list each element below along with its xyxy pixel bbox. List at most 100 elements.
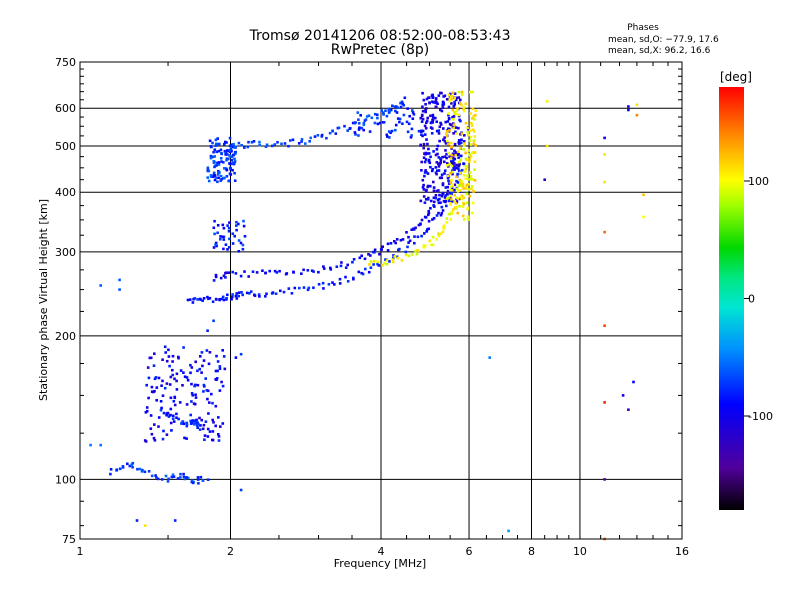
x-mode-point (462, 187, 465, 190)
o-mode-point (441, 155, 444, 159)
o-mode-point (282, 290, 286, 294)
o-mode-point (425, 97, 429, 101)
o-mode-point (298, 286, 301, 290)
o-mode-point (346, 280, 350, 283)
o-mode-point (211, 300, 215, 303)
o-mode-point (228, 166, 232, 170)
o-mode-point (419, 222, 422, 225)
o-mode-point (386, 242, 390, 246)
o-mode-point (451, 156, 455, 159)
x-tick-label: 16 (675, 545, 689, 558)
o-mode-point (216, 137, 219, 140)
o-mode-point (352, 277, 355, 281)
colorbar-tick-label: 100 (748, 175, 769, 188)
o-mode-point (369, 266, 373, 269)
o-mode-point (360, 126, 364, 130)
o-mode-point (453, 168, 456, 171)
o-mode-point (373, 121, 377, 125)
o-mode-point (217, 176, 220, 180)
o-mode-point (162, 411, 166, 415)
o-mode-point (453, 149, 456, 153)
o-mode-point (218, 365, 222, 368)
x-mode-point (459, 147, 462, 150)
o-mode-point (178, 401, 182, 404)
o-mode-point (424, 127, 428, 130)
x-mode-point (441, 230, 445, 234)
o-mode-point (227, 179, 230, 183)
o-mode-point (222, 238, 226, 241)
x-mode-point (472, 190, 475, 193)
x-mode-point (473, 135, 477, 138)
x-mode-point (448, 188, 452, 192)
o-mode-point (212, 175, 215, 178)
o-mode-point (402, 113, 406, 117)
o-mode-point (388, 107, 391, 111)
o-mode-point (258, 140, 261, 144)
o-mode-point (166, 411, 170, 415)
o-mode-point (153, 423, 156, 426)
x-mode-point (463, 109, 466, 113)
o-mode-point (175, 388, 179, 391)
o-mode-point (370, 116, 374, 120)
o-mode-point (451, 115, 454, 119)
o-mode-point (182, 371, 185, 374)
o-mode-point (423, 171, 427, 174)
o-mode-point (340, 261, 343, 264)
o-mode-point (247, 275, 250, 278)
o-mode-point (157, 416, 161, 419)
o-mode-point (435, 120, 438, 123)
o-mode-point (224, 150, 228, 154)
o-mode-point (217, 171, 220, 174)
x-mode-point (450, 178, 453, 182)
o-mode-point (389, 242, 393, 245)
o-mode-point (170, 475, 174, 479)
x-mode-point (454, 202, 458, 205)
o-mode-point (393, 240, 396, 243)
o-mode-point (200, 351, 204, 354)
x-mode-point (467, 178, 470, 181)
o-mode-point (265, 292, 268, 296)
o-mode-point (233, 179, 237, 182)
o-mode-point (193, 384, 196, 388)
x-mode-point (450, 210, 454, 214)
o-mode-point (437, 201, 441, 205)
o-mode-point (227, 271, 231, 274)
o-mode-point (438, 193, 441, 197)
o-mode-point (221, 223, 225, 227)
x-mode-point (442, 227, 446, 230)
o-mode-point (229, 154, 232, 158)
x-mode-point (455, 132, 458, 135)
o-mode-point (431, 113, 435, 117)
o-mode-point (231, 242, 235, 245)
x-mode-point (471, 128, 475, 132)
o-mode-point (203, 438, 206, 441)
o-mode-point (166, 480, 170, 483)
sparse-point (627, 108, 630, 112)
x-mode-point (459, 158, 462, 161)
o-mode-point (168, 383, 172, 386)
o-mode-point (239, 274, 243, 278)
o-mode-point (155, 386, 159, 389)
o-mode-point (261, 269, 264, 272)
o-mode-point (431, 167, 434, 171)
o-mode-point (183, 375, 187, 378)
x-mode-point (445, 217, 449, 220)
o-mode-point (165, 433, 169, 436)
o-mode-point (189, 413, 192, 417)
o-mode-point (439, 157, 442, 160)
o-mode-point (211, 430, 215, 433)
o-mode-point (411, 109, 414, 112)
o-mode-point (455, 166, 458, 170)
o-mode-point (445, 156, 448, 160)
o-mode-point (439, 123, 443, 126)
x-mode-point (458, 160, 461, 164)
sparse-point (603, 136, 606, 140)
o-mode-point (422, 146, 425, 150)
o-mode-point (210, 392, 213, 396)
x-mode-point (468, 154, 472, 158)
x-mode-point (461, 93, 464, 96)
o-mode-point (436, 198, 440, 202)
o-mode-point (212, 150, 215, 154)
o-mode-point (362, 128, 365, 132)
o-mode-point (206, 295, 209, 299)
